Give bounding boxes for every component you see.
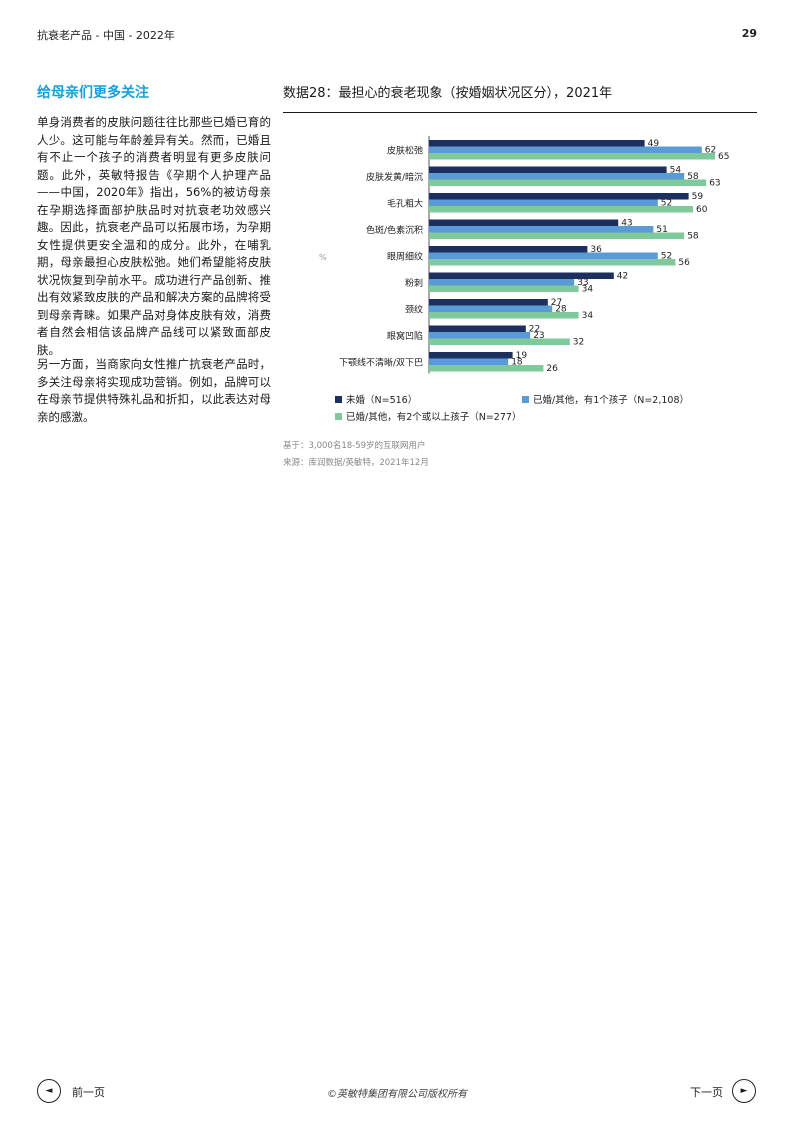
bar: [429, 338, 570, 345]
category-label: 下颚线不清晰/双下巴: [339, 356, 423, 368]
legend-swatch-one-child: [522, 395, 529, 403]
bar: [429, 325, 526, 332]
category-label: 眼窝凹陷: [387, 330, 423, 342]
chart-title: 数据28：最担心的衰老现象（按婚姻状况区分），2021年: [283, 86, 613, 101]
data-label: 51: [656, 225, 667, 235]
bar: [429, 246, 588, 253]
prev-page-button[interactable]: ◄: [37, 1079, 61, 1103]
data-label: 52: [661, 252, 672, 262]
data-label: 52: [661, 199, 672, 209]
data-label: 32: [573, 338, 584, 348]
data-label: 26: [546, 364, 558, 374]
data-label: 34: [582, 285, 594, 295]
legend-swatch-unmarried: [335, 395, 342, 403]
category-label: 色斑/色素沉积: [366, 224, 423, 236]
legend-item-two-plus-children: 已婚/其他，有2个或以上孩子（N=277）: [335, 409, 521, 423]
next-arrow-icon: ►: [740, 1086, 748, 1096]
data-label: 60: [696, 205, 708, 215]
bar: [429, 299, 548, 306]
data-label: 22: [529, 325, 540, 335]
data-label: 33: [577, 278, 588, 288]
data-label: 28: [555, 305, 567, 315]
bar: [429, 252, 658, 259]
data-label: 36: [590, 245, 602, 255]
bar: [429, 226, 654, 233]
bar: [429, 332, 531, 339]
bar: [429, 173, 685, 180]
data-label: 27: [551, 298, 562, 308]
data-label: 49: [648, 139, 660, 149]
bar: [429, 153, 715, 160]
bar: [429, 146, 702, 153]
body-paragraph-1: 单身消费者的皮肤问题往往比那些已婚已育的人少。这可能与年龄差异有关。然而，已婚且…: [37, 115, 271, 357]
report-header: 抗衰老产品 - 中国 - 2022年: [37, 29, 175, 42]
legend-item-unmarried: 未婚（N=516）: [335, 392, 417, 406]
bar: [429, 312, 579, 319]
data-label: 58: [687, 172, 699, 182]
data-label: 58: [687, 232, 699, 242]
chart-base-note: 基于：3,000名18-59岁的互联网用户: [283, 441, 426, 451]
bar: [429, 166, 667, 173]
category-label: 颈纹: [405, 303, 423, 315]
data-label: 62: [705, 146, 716, 156]
category-label: 眼周细纹: [387, 250, 423, 262]
data-label: 59: [692, 192, 704, 202]
bar: [429, 206, 693, 213]
data-label: 56: [678, 258, 690, 268]
category-label: 皮肤发黄/暗沉: [366, 171, 423, 183]
legend-item-one-child: 已婚/其他，有1个孩子（N=2,108）: [522, 392, 689, 406]
legend-label-one-child: 已婚/其他，有1个孩子（N=2,108）: [533, 395, 690, 406]
chart-source-note: 来源：库润数据/英敏特，2021年12月: [283, 458, 429, 468]
bar: [429, 199, 658, 206]
next-page-button[interactable]: ►: [732, 1079, 756, 1103]
page-number: 29: [741, 27, 757, 40]
bar: [429, 279, 575, 286]
chart-title-rule: [283, 112, 757, 113]
bar: [429, 358, 509, 365]
data-label: 54: [670, 166, 682, 176]
bar: [429, 305, 553, 312]
legend-swatch-two-plus-children: [335, 412, 342, 420]
data-label: 19: [516, 351, 528, 361]
body-paragraph-2: 另一方面，当商家向女性推广抗衰老产品时，多关注母亲将实现成功营销。例如，品牌可以…: [37, 357, 271, 424]
data-label: 63: [709, 179, 720, 189]
data-label: 65: [718, 152, 729, 162]
unit-label: %: [319, 253, 327, 262]
prev-page-label[interactable]: 前一页: [72, 1086, 105, 1099]
bar: [429, 259, 676, 266]
bar: [429, 232, 685, 239]
bar: [429, 219, 619, 226]
data-label: 43: [621, 219, 632, 229]
bar: [429, 352, 513, 359]
copyright-text: ©英敏特集团有限公司版权所有: [327, 1089, 467, 1100]
legend-label-two-plus-children: 已婚/其他，有2个或以上孩子（N=277）: [346, 412, 522, 423]
bar: [429, 365, 544, 372]
category-label: 粉刺: [405, 277, 423, 289]
bar: [429, 285, 579, 292]
next-page-label[interactable]: 下一页: [690, 1086, 723, 1099]
data-label: 23: [533, 331, 544, 341]
data-label: 34: [582, 311, 594, 321]
section-title: 给母亲们更多关注: [37, 85, 149, 101]
data-label: 42: [617, 272, 628, 282]
page-footer: ◄ 前一页 ©英敏特集团有限公司版权所有 下一页 ►: [0, 1079, 794, 1105]
category-label: 毛孔粗大: [387, 197, 423, 209]
bar: [429, 193, 689, 200]
prev-arrow-icon: ◄: [45, 1086, 53, 1096]
bar: [429, 179, 707, 186]
legend-label-unmarried: 未婚（N=516）: [346, 395, 418, 406]
data-label: 18: [511, 358, 523, 368]
category-label: 皮肤松弛: [387, 144, 423, 156]
bar: [429, 140, 645, 147]
bar: [429, 272, 614, 279]
